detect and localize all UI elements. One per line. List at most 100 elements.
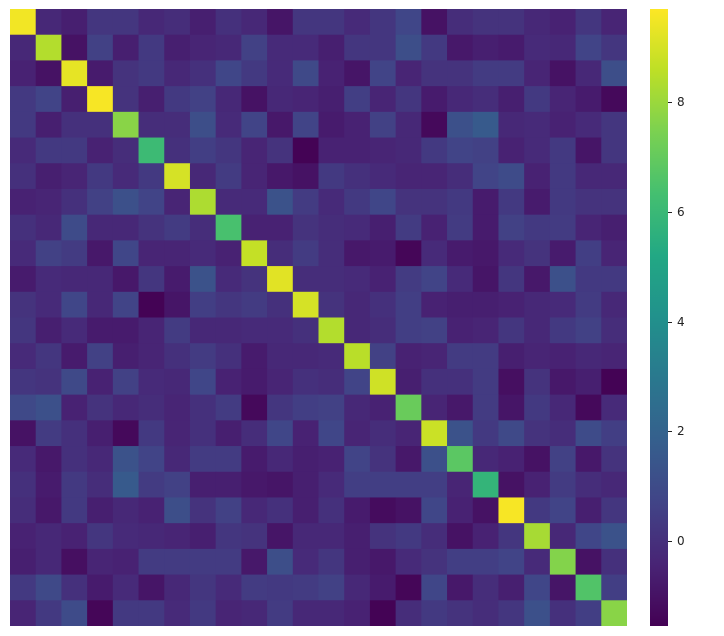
heatmap-cell-r11-c17 [447,291,474,319]
heatmap-cell-r9-c11 [292,240,320,267]
heatmap-cell-r21-c12 [318,548,345,576]
heatmap-cell-r3-c9 [241,86,268,113]
heatmap-cell-r9-c9 [241,240,268,267]
heatmap-cell-r0-c19 [498,9,525,36]
heatmap-cell-r23-c21 [549,600,577,626]
heatmap-cell-r10-c0 [10,266,37,293]
heatmap-cell-r9-c14 [369,240,397,267]
heatmap-cell-r21-c1 [35,548,63,576]
heatmap-cell-r0-c21 [549,9,577,36]
heatmap-cell-r22-c11 [292,574,320,601]
heatmap-cell-r15-c17 [447,394,474,421]
heatmap-cell-r19-c12 [318,497,345,524]
heatmap-cell-r8-c18 [472,214,500,241]
heatmap-cell-r17-c10 [267,446,294,473]
heatmap-cell-r13-c1 [35,343,63,370]
heatmap-cell-r7-c19 [498,188,525,216]
heatmap-cell-r9-c1 [35,240,63,267]
heatmap-cell-r1-c22 [575,34,602,62]
heatmap-cell-r22-c18 [472,574,500,601]
heatmap-cell-r8-c1 [35,214,63,241]
heatmap-cell-r11-c14 [369,291,397,319]
heatmap-cell-r18-c10 [267,471,294,499]
heatmap-cell-r4-c9 [241,111,268,139]
heatmap-cell-r13-c7 [189,343,217,370]
heatmap-cell-r20-c18 [472,523,500,550]
heatmap-cell-r7-c0 [10,188,37,216]
heatmap-cell-r5-c7 [189,137,217,164]
heatmap-cell-r16-c1 [35,420,63,447]
heatmap-cell-r6-c2 [61,163,88,190]
heatmap-cell-r2-c17 [447,60,474,87]
heatmap-cell-r13-c5 [138,343,165,370]
heatmap-cell-r1-c1 [35,34,63,62]
heatmap-cell-r17-c5 [138,446,165,473]
heatmap-cell-r9-c4 [112,240,140,267]
heatmap-cell-r21-c23 [601,548,627,576]
heatmap-cell-r12-c7 [189,317,217,344]
heatmap-cell-r18-c1 [35,471,63,499]
heatmap-cell-r14-c17 [447,368,474,396]
heatmap-cell-r8-c12 [318,214,345,241]
heatmap-cell-r2-c22 [575,60,602,87]
heatmap-cell-r17-c6 [164,446,191,473]
heatmap-cell-r6-c17 [447,163,474,190]
heatmap-cell-r12-c20 [524,317,551,344]
heatmap-cell-r2-c1 [35,60,63,87]
heatmap-cell-r9-c17 [447,240,474,267]
heatmap-cell-r3-c10 [267,86,294,113]
heatmap-cell-r16-c10 [267,420,294,447]
heatmap-cell-r0-c3 [87,9,114,36]
heatmap-cell-r17-c9 [241,446,268,473]
heatmap-cell-r6-c18 [472,163,500,190]
heatmap-cell-r21-c14 [369,548,397,576]
heatmap-cell-r2-c16 [421,60,448,87]
heatmap-cell-r6-c8 [215,163,242,190]
heatmap-cell-r3-c11 [292,86,320,113]
heatmap-cell-r6-c0 [10,163,37,190]
heatmap-cell-r6-c20 [524,163,551,190]
heatmap-cell-r10-c20 [524,266,551,293]
heatmap-cell-r0-c18 [472,9,500,36]
heatmap [10,9,627,626]
heatmap-cell-r3-c8 [215,86,242,113]
heatmap-cell-r14-c5 [138,368,165,396]
heatmap-cell-r13-c11 [292,343,320,370]
heatmap-cell-r23-c22 [575,600,602,626]
heatmap-cell-r11-c7 [189,291,217,319]
heatmap-cell-r5-c3 [87,137,114,164]
heatmap-cell-r10-c23 [601,266,627,293]
heatmap-cell-r1-c9 [241,34,268,62]
heatmap-cell-r8-c9 [241,214,268,241]
heatmap-cell-r5-c0 [10,137,37,164]
heatmap-cell-r2-c21 [549,60,577,87]
heatmap-cell-r17-c3 [87,446,114,473]
heatmap-cell-r7-c20 [524,188,551,216]
heatmap-cell-r4-c14 [369,111,397,139]
heatmap-cell-r9-c0 [10,240,37,267]
heatmap-cell-r21-c4 [112,548,140,576]
heatmap-cell-r11-c3 [87,291,114,319]
heatmap-cell-r19-c21 [549,497,577,524]
heatmap-cell-r6-c21 [549,163,577,190]
heatmap-cell-r11-c5 [138,291,165,319]
heatmap-cell-r22-c9 [241,574,268,601]
heatmap-cell-r0-c16 [421,9,448,36]
heatmap-cell-r16-c13 [344,420,371,447]
heatmap-cell-r1-c0 [10,34,37,62]
heatmap-cell-r13-c15 [395,343,422,370]
heatmap-cell-r23-c13 [344,600,371,626]
heatmap-cell-r22-c23 [601,574,627,601]
heatmap-cell-r3-c2 [61,86,88,113]
heatmap-cell-r10-c9 [241,266,268,293]
heatmap-cell-r17-c16 [421,446,448,473]
heatmap-cell-r10-c21 [549,266,577,293]
heatmap-cell-r18-c8 [215,471,242,499]
heatmap-cell-r20-c2 [61,523,88,550]
heatmap-cell-r7-c10 [267,188,294,216]
heatmap-cell-r14-c8 [215,368,242,396]
heatmap-cell-r10-c17 [447,266,474,293]
heatmap-cell-r6-c14 [369,163,397,190]
heatmap-cell-r13-c16 [421,343,448,370]
heatmap-cell-r7-c12 [318,188,345,216]
